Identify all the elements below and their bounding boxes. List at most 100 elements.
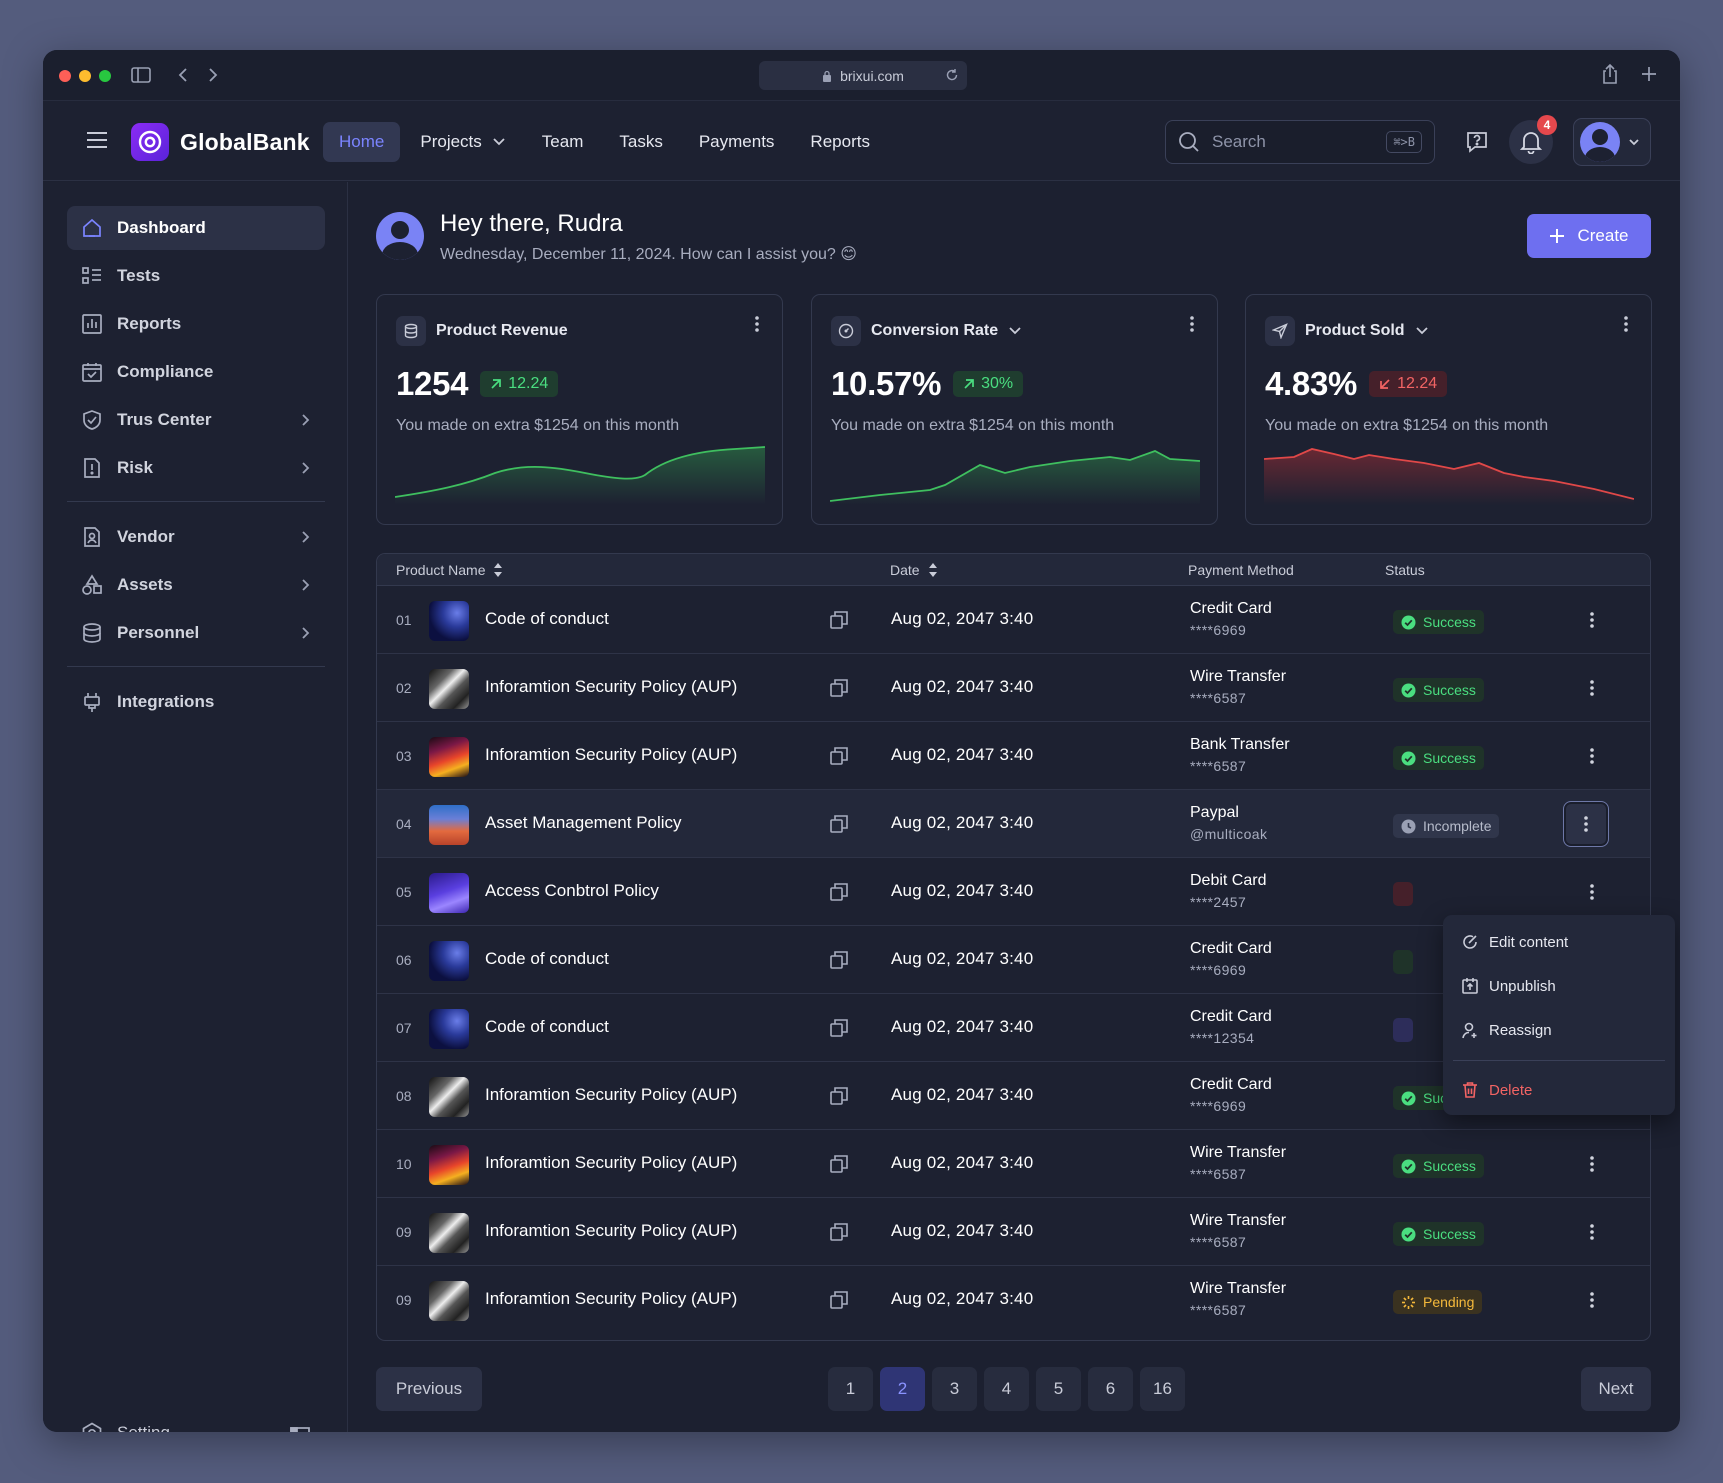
page-button[interactable]: 5 [1036, 1367, 1081, 1411]
nav-home[interactable]: Home [323, 122, 401, 162]
menu-item-edit-content[interactable]: Edit content [1461, 933, 1568, 951]
settings-button[interactable]: Setting [81, 1422, 170, 1432]
close-window-button[interactable] [59, 70, 71, 82]
sidebar-item-risk[interactable]: Risk [67, 446, 325, 490]
product-name[interactable]: Asset Management Policy [485, 813, 682, 832]
row-actions-button[interactable] [1577, 741, 1607, 771]
product-name[interactable]: Inforamtion Security Policy (AUP) [485, 677, 738, 696]
collapse-sidebar-icon[interactable] [289, 1426, 311, 1432]
copy-icon[interactable] [829, 746, 849, 766]
page-button[interactable]: 1 [828, 1367, 873, 1411]
share-icon[interactable] [1600, 63, 1620, 85]
copy-icon[interactable] [829, 678, 849, 698]
success-status-icon [1401, 1159, 1416, 1174]
product-name[interactable]: Inforamtion Security Policy (AUP) [485, 1153, 738, 1172]
row-actions-button[interactable] [1577, 673, 1607, 703]
minimize-window-button[interactable] [79, 70, 91, 82]
table-row[interactable]: 03 Inforamtion Security Policy (AUP) Aug… [377, 722, 1650, 790]
table-row[interactable]: 07 Code of conduct Aug 02, 2047 3:40 Cre… [377, 994, 1650, 1062]
sidebar-item-reports[interactable]: Reports [67, 302, 325, 346]
product-name[interactable]: Inforamtion Security Policy (AUP) [485, 1085, 738, 1104]
table-row[interactable]: 02 Inforamtion Security Policy (AUP) Aug… [377, 654, 1650, 722]
table-row[interactable]: 09 Inforamtion Security Policy (AUP) Aug… [377, 1198, 1650, 1266]
more-vertical-icon[interactable] [754, 315, 760, 333]
copy-icon[interactable] [829, 610, 849, 630]
page-button[interactable]: 2 [880, 1367, 925, 1411]
user-icon [1461, 1021, 1479, 1039]
table-row[interactable]: 09 Inforamtion Security Policy (AUP) Aug… [377, 1266, 1650, 1334]
menu-item-delete[interactable]: Delete [1461, 1081, 1532, 1099]
zoom-window-button[interactable] [99, 70, 111, 82]
sidebar-item-integrations[interactable]: Integrations [67, 680, 325, 724]
copy-icon[interactable] [829, 1086, 849, 1106]
payment-method: Credit Card ****6969 [1190, 600, 1272, 638]
help-chat-icon[interactable] [1466, 131, 1488, 153]
row-actions-button[interactable] [1577, 1217, 1607, 1247]
sidebar-item-personnel[interactable]: Personnel [67, 611, 325, 655]
table-row[interactable]: 04 Asset Management Policy Aug 02, 2047 … [377, 790, 1650, 858]
copy-icon[interactable] [829, 882, 849, 902]
sidebar-item-vendor[interactable]: Vendor [67, 515, 325, 559]
notifications-button[interactable] [1509, 120, 1553, 164]
search-icon [1178, 131, 1200, 153]
copy-icon[interactable] [829, 814, 849, 834]
product-name[interactable]: Access Conbtrol Policy [485, 881, 659, 900]
next-page-button[interactable]: Next [1581, 1367, 1651, 1411]
card-header[interactable]: Conversion Rate [831, 316, 1022, 346]
copy-icon[interactable] [829, 950, 849, 970]
forward-icon[interactable] [206, 65, 220, 85]
product-name[interactable]: Code of conduct [485, 1017, 609, 1036]
page-button[interactable]: 4 [984, 1367, 1029, 1411]
previous-page-button[interactable]: Previous [376, 1367, 482, 1411]
table-row[interactable]: 05 Access Conbtrol Policy Aug 02, 2047 3… [377, 858, 1650, 926]
row-actions-button[interactable] [1577, 1285, 1607, 1315]
nav-reports[interactable]: Reports [794, 122, 886, 162]
brand-logo[interactable] [131, 123, 169, 161]
column-header-date[interactable]: Date [890, 562, 938, 578]
nav-tasks[interactable]: Tasks [603, 122, 678, 162]
sidebar-item-compliance[interactable]: Compliance [67, 350, 325, 394]
nav-team[interactable]: Team [526, 122, 600, 162]
copy-icon[interactable] [829, 1222, 849, 1242]
card-header[interactable]: Product Sold [1265, 316, 1429, 346]
status-label: Success [1423, 682, 1476, 698]
nav-projects[interactable]: Projects [404, 122, 521, 162]
menu-icon[interactable] [86, 131, 108, 149]
product-name[interactable]: Inforamtion Security Policy (AUP) [485, 1289, 738, 1308]
row-actions-button[interactable] [1563, 801, 1609, 847]
row-actions-button[interactable] [1577, 605, 1607, 635]
column-header-product-name[interactable]: Product Name [396, 562, 503, 578]
table-row[interactable]: 06 Code of conduct Aug 02, 2047 3:40 Cre… [377, 926, 1650, 994]
sidebar-item-trus-center[interactable]: Trus Center [67, 398, 325, 442]
copy-icon[interactable] [829, 1154, 849, 1174]
product-name[interactable]: Inforamtion Security Policy (AUP) [485, 745, 738, 764]
page-button[interactable]: 3 [932, 1367, 977, 1411]
address-bar[interactable]: brixui.com [759, 61, 967, 90]
page-button[interactable]: 16 [1140, 1367, 1185, 1411]
copy-icon[interactable] [829, 1290, 849, 1310]
menu-item-unpublish[interactable]: Unpublish [1461, 977, 1556, 995]
new-tab-icon[interactable] [1640, 65, 1658, 83]
search-input[interactable]: Search ⌘>B [1165, 120, 1435, 164]
copy-icon[interactable] [829, 1018, 849, 1038]
row-actions-button[interactable] [1577, 877, 1607, 907]
menu-item-reassign[interactable]: Reassign [1461, 1021, 1552, 1039]
more-vertical-icon[interactable] [1623, 315, 1629, 333]
back-icon[interactable] [176, 65, 190, 85]
product-name[interactable]: Code of conduct [485, 609, 609, 628]
table-row[interactable]: 01 Code of conduct Aug 02, 2047 3:40 Cre… [377, 586, 1650, 654]
sidebar-item-tests[interactable]: Tests [67, 254, 325, 298]
sidebar-item-dashboard[interactable]: Dashboard [67, 206, 325, 250]
table-row[interactable]: 10 Inforamtion Security Policy (AUP) Aug… [377, 1130, 1650, 1198]
more-vertical-icon[interactable] [1189, 315, 1195, 333]
page-button[interactable]: 6 [1088, 1367, 1133, 1411]
row-actions-button[interactable] [1577, 1149, 1607, 1179]
nav-payments[interactable]: Payments [683, 122, 791, 162]
product-name[interactable]: Inforamtion Security Policy (AUP) [485, 1221, 738, 1240]
sidebar-toggle-icon[interactable] [130, 65, 152, 85]
create-button[interactable]: Create [1527, 214, 1651, 258]
reload-icon[interactable] [945, 68, 959, 82]
product-name[interactable]: Code of conduct [485, 949, 609, 968]
user-menu-button[interactable] [1573, 118, 1651, 166]
sidebar-item-assets[interactable]: Assets [67, 563, 325, 607]
